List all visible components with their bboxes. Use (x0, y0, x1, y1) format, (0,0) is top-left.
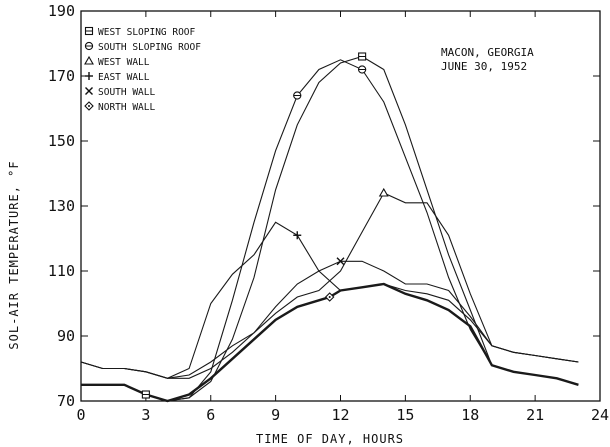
y-tick-label: 90 (57, 327, 75, 345)
y-tick-label: 70 (57, 392, 75, 410)
y-tick-label: 190 (48, 2, 75, 20)
x-axis-title: TIME OF DAY, HOURS (256, 432, 404, 446)
data-point-marker (357, 65, 367, 74)
legend-marker-circle (84, 41, 94, 51)
legend-marker-x (85, 87, 93, 95)
series-line-west-wall (80, 192, 579, 379)
x-tick-label: 18 (461, 406, 479, 424)
x-tick-label: 6 (206, 406, 215, 424)
y-tick-label: 110 (48, 262, 75, 280)
x-tick-label: 3 (141, 406, 150, 424)
y-tick-label: 150 (48, 132, 75, 150)
y-axis-title: SOL-AIR TEMPERATURE, °F (7, 160, 21, 349)
x-tick-label: 24 (591, 406, 609, 424)
x-tick-label: 12 (331, 406, 349, 424)
legend-entry: NORTH WALL (84, 101, 155, 113)
x-tick-label: 0 (76, 406, 85, 424)
legend: WEST SLOPING ROOF SOUTH SLOPING ROOF WEST … (84, 26, 201, 113)
legend-label: EAST WALL (98, 72, 150, 83)
legend-label: NORTH WALL (98, 102, 155, 113)
legend-marker-square (84, 26, 94, 36)
x-tick-label: 9 (271, 406, 280, 424)
y-tick-label: 130 (48, 197, 75, 215)
legend-entry: EAST WALL (85, 72, 150, 83)
legend-entry: WEST WALL (84, 55, 150, 68)
data-point-marker (324, 292, 335, 302)
legend-entry: SOUTH WALL (85, 87, 155, 98)
data-point-marker (293, 231, 302, 240)
annotation-line-1: MACON, GEORGIA (441, 46, 534, 59)
legend-entry: WEST SLOPING ROOF (84, 26, 196, 38)
legend-label: SOUTH SLOPING ROOF (98, 42, 201, 53)
data-point-marker (293, 91, 302, 100)
legend-entry: SOUTH SLOPING ROOF (84, 41, 201, 53)
legend-label: WEST WALL (98, 57, 150, 68)
legend-marker-plus (85, 72, 93, 80)
axes: 0 3 6 9 12 15 18 21 24 70 90 110 130 150 170 190 (48, 2, 609, 424)
data-point-marker (358, 52, 367, 61)
annotation-line-2: JUNE 30, 1952 (441, 60, 527, 73)
legend-marker-diamond (84, 101, 94, 111)
legend-label: WEST SLOPING ROOF (98, 27, 196, 38)
annotation: MACON, GEORGIA JUNE 30, 1952 (441, 46, 534, 73)
series-lines (80, 55, 579, 403)
series-markers (141, 52, 389, 399)
data-point-marker (336, 257, 345, 266)
legend-label: SOUTH WALL (98, 87, 155, 98)
data-point-marker (141, 390, 150, 399)
y-tick-label: 170 (48, 67, 75, 85)
x-tick-label: 15 (396, 406, 414, 424)
data-point-marker (378, 187, 389, 197)
series-line-south-wall (80, 260, 579, 379)
x-tick-label: 21 (526, 406, 544, 424)
legend-marker-triangle (84, 55, 94, 65)
